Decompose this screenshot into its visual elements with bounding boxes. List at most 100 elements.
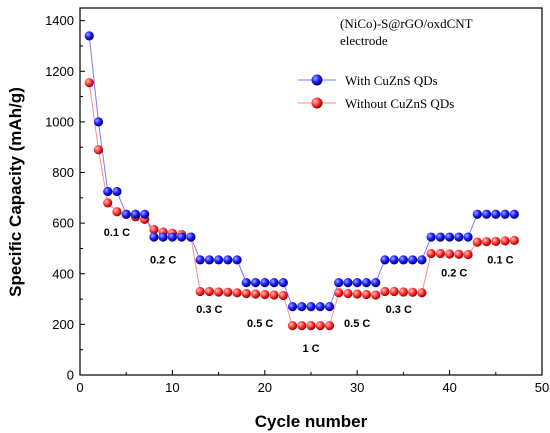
annotation-line-2: electrode [340, 33, 388, 48]
y-tick-label: 0 [67, 368, 74, 383]
series-1-point [112, 207, 122, 217]
series-0-point [334, 278, 344, 288]
series-0-point [260, 278, 270, 288]
rate-label: 0.5 C [344, 318, 370, 330]
series-1-point [297, 321, 307, 331]
series-line-1 [88, 82, 515, 327]
y-axis-title: Specific Capacity (mAh/g) [6, 87, 25, 297]
series-0-point [195, 255, 205, 265]
series-0-point [380, 255, 390, 265]
rate-label: 0.5 C [247, 318, 273, 330]
series-1-point [278, 290, 288, 301]
series-0-point [500, 209, 510, 219]
series-1-point [352, 289, 362, 299]
series-1-point [269, 290, 279, 300]
series-0-point [398, 255, 408, 265]
series-0-point [158, 232, 168, 242]
legend-label-with: With CuZnS QDs [345, 73, 438, 88]
series-0-point [315, 302, 325, 312]
rate-label: 0.2 C [150, 255, 176, 267]
series-1-point [463, 249, 473, 260]
rate-label: 0.3 C [196, 304, 222, 316]
series-1-point [103, 198, 113, 208]
legend-marker-without [311, 97, 323, 109]
series-0-point [352, 278, 362, 288]
x-axis-title: Cycle number [255, 412, 368, 431]
series-0-point [149, 232, 159, 242]
series-1-point [417, 288, 427, 298]
series-1-point [93, 145, 104, 155]
series-0-point [435, 232, 445, 242]
rate-labels: 0.1 C 0.2 C 0.3 C 0.5 C 1 C 0.5 C 0.3 C 0.2 C 0.… [104, 227, 514, 355]
series-1-point [149, 224, 159, 235]
series-0-point [287, 302, 298, 312]
legend: With CuZnS QDs Without CuZnS QDs [298, 73, 454, 111]
series-0-point [121, 209, 131, 219]
rate-label: 0.1 C [104, 227, 130, 239]
series-1-point [380, 286, 390, 297]
series-1-point [435, 248, 445, 259]
plot-frame [79, 7, 543, 376]
series-1-point [491, 236, 501, 246]
series-0-point [167, 232, 177, 242]
y-tick-label: 1200 [45, 64, 74, 79]
series-1-point [445, 249, 455, 259]
series-1-point [408, 287, 418, 297]
x-tick-label: 50 [535, 380, 549, 395]
y-tick-label: 600 [52, 216, 74, 231]
series-0-point [426, 232, 436, 242]
series-0-point [297, 302, 307, 312]
series-1-point [481, 237, 492, 247]
series-1-point [398, 287, 408, 297]
series-1-point [454, 249, 464, 259]
series-0-point [140, 209, 150, 219]
series-1-point [223, 287, 233, 297]
series-0-point [278, 278, 288, 288]
series-0-point [454, 232, 464, 242]
series-1-point [84, 78, 94, 88]
rate-label: 0.1 C [487, 255, 513, 267]
series-1-point [500, 236, 510, 246]
series-1-point [260, 289, 270, 300]
y-tick-label: 400 [52, 266, 74, 281]
y-tick-label: 200 [52, 317, 74, 332]
series-0-point [371, 278, 381, 288]
axis-ticks: 0 10 20 30 40 50 0 200 400 600 800 1000 1200 1400 [45, 13, 549, 395]
x-tick-label: 40 [442, 380, 456, 395]
series-1-point [287, 321, 298, 331]
x-tick-label: 20 [258, 380, 272, 395]
series-1-point [195, 286, 205, 297]
series-0-point [103, 186, 113, 197]
series-0-point [324, 302, 335, 312]
series-0-point [214, 255, 224, 265]
series-0-point [204, 255, 214, 265]
series-0-point [361, 278, 372, 288]
rate-label: 1 C [302, 343, 319, 355]
series-0-point [93, 117, 104, 127]
series-0-point [112, 186, 122, 197]
series-1-point [389, 286, 399, 297]
series-0-point [232, 255, 242, 265]
series-0-point [84, 31, 94, 41]
annotation-line-1: (NiCo)-S@rGO/oxdCNT [340, 16, 473, 31]
series-1-point [334, 288, 344, 298]
series-1-point [324, 321, 335, 331]
series-0-point [491, 209, 501, 219]
y-tick-label: 1000 [45, 114, 74, 129]
series-0-point [408, 255, 418, 265]
series-0-point [463, 232, 473, 242]
series-1-point [241, 288, 251, 299]
series-0-point [509, 209, 519, 219]
series-1-point [371, 290, 381, 300]
series-0-point [445, 232, 455, 242]
legend-label-without: Without CuZnS QDs [345, 96, 454, 111]
series-0-point [389, 255, 399, 265]
rate-label: 0.2 C [441, 267, 467, 279]
series-1-point [426, 248, 436, 259]
series-0-point [417, 255, 427, 265]
series-0-point [472, 209, 482, 219]
series-0-point [186, 232, 196, 242]
y-tick-label: 800 [52, 165, 74, 180]
x-tick-label: 30 [350, 380, 364, 395]
series-1-point [315, 321, 325, 331]
